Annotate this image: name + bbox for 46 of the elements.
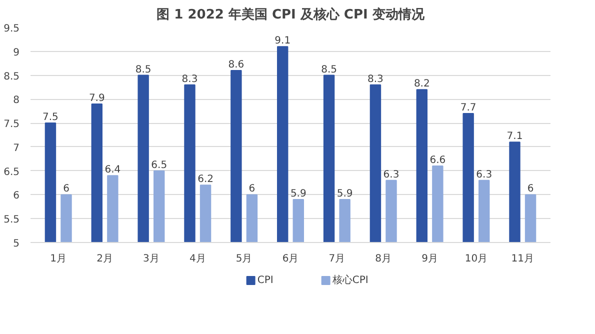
legend-label: CPI (257, 275, 274, 286)
y-tick-label: 6.5 (4, 166, 20, 178)
x-tick-label: 2月 (96, 254, 113, 264)
data-label: 6 (63, 184, 70, 195)
x-tick-label: 7月 (328, 254, 346, 264)
data-label: 8.6 (228, 60, 244, 70)
data-label: 7.9 (88, 92, 105, 104)
x-tick-label: 9月 (422, 254, 438, 264)
y-tick-label: 5 (13, 238, 20, 250)
x-tick-label: 3月 (143, 254, 160, 264)
y-tick-label: 7.5 (4, 119, 20, 130)
y-tick-label: 8.5 (4, 71, 20, 82)
x-tick-label: 11月 (511, 254, 534, 264)
data-label: 7.5 (42, 112, 58, 124)
y-tick-label: 8 (13, 95, 20, 106)
data-label: 6.5 (151, 160, 168, 171)
x-tick-label: 8月 (375, 254, 392, 264)
data-label: 8.3 (182, 74, 198, 85)
data-label: 7.7 (460, 102, 476, 114)
y-tick-label: 9.5 (4, 24, 20, 34)
x-tick-label: 6月 (282, 254, 299, 264)
data-label: 5.9 (290, 188, 306, 200)
x-tick-label: 10月 (464, 254, 488, 264)
legend-label: 核心CPI (331, 274, 368, 286)
data-label: 9.1 (274, 36, 291, 47)
y-tick-label: 7 (13, 142, 20, 154)
x-tick-label: 5月 (236, 254, 252, 264)
data-label: 6.3 (476, 169, 492, 180)
data-label: 8.2 (414, 78, 430, 90)
chart-title: 图 1 2022 年美国 CPI 及核心 CPI 变动情况 (156, 6, 426, 22)
data-label: 6.3 (383, 169, 400, 180)
y-tick-label: 9 (13, 47, 20, 58)
data-label: 8.3 (368, 74, 384, 85)
data-label: 6.6 (430, 155, 446, 166)
y-tick-label: 6 (13, 190, 20, 202)
data-label: 8.5 (135, 64, 152, 76)
data-label: 6.4 (104, 164, 121, 176)
x-tick-label: 4月 (189, 254, 206, 264)
data-label: 6 (527, 184, 534, 195)
y-tick-label: 5.5 (4, 214, 20, 226)
data-label: 6.2 (198, 174, 214, 186)
x-tick-label: 1月 (50, 254, 67, 264)
data-label: 6 (248, 184, 256, 195)
data-label: 7.1 (506, 131, 523, 142)
data-label: 8.5 (321, 64, 337, 76)
data-label: 5.9 (336, 188, 353, 200)
